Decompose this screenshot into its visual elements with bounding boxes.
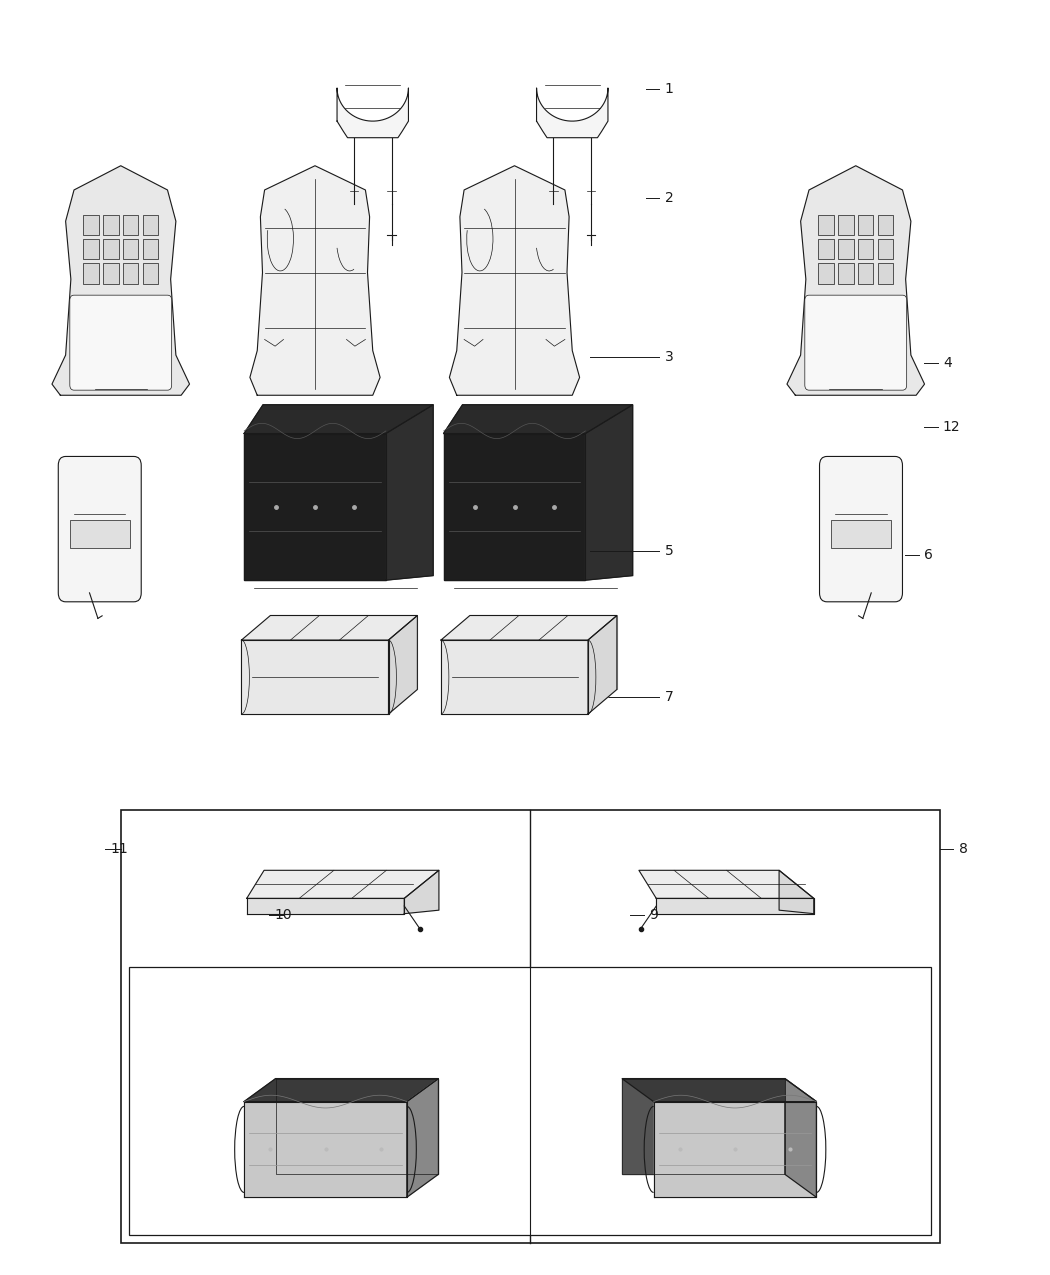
Bar (878, 214, 892, 235)
Bar (123, 240, 139, 260)
Bar (103, 264, 119, 284)
Bar (84, 264, 99, 284)
Polygon shape (271, 616, 418, 690)
Polygon shape (449, 166, 580, 395)
Polygon shape (242, 640, 388, 714)
Bar (819, 264, 834, 284)
Bar (878, 264, 892, 284)
Text: 6: 6 (924, 548, 932, 561)
Bar (143, 214, 158, 235)
Bar (103, 214, 119, 235)
Polygon shape (788, 166, 924, 395)
Bar (121, 810, 940, 1243)
Polygon shape (653, 1102, 817, 1197)
Text: 10: 10 (274, 909, 292, 922)
Polygon shape (407, 1079, 439, 1197)
Text: 11: 11 (110, 843, 128, 856)
FancyBboxPatch shape (59, 456, 141, 602)
Polygon shape (247, 899, 404, 914)
Polygon shape (247, 871, 439, 899)
Text: 9: 9 (649, 909, 657, 922)
Bar (858, 240, 874, 260)
Bar (123, 264, 139, 284)
Bar (103, 240, 119, 260)
Polygon shape (388, 616, 418, 714)
Polygon shape (622, 1079, 784, 1174)
FancyBboxPatch shape (819, 456, 902, 602)
Polygon shape (443, 434, 586, 580)
Polygon shape (441, 640, 588, 714)
Polygon shape (779, 871, 814, 914)
Text: 4: 4 (943, 357, 951, 370)
Bar (129, 966, 931, 1235)
Polygon shape (250, 166, 380, 395)
Bar (143, 240, 158, 260)
FancyBboxPatch shape (804, 296, 906, 390)
Bar (143, 264, 158, 284)
Bar (878, 240, 892, 260)
Bar (819, 240, 834, 260)
Bar (123, 214, 139, 235)
Bar (69, 520, 130, 548)
FancyBboxPatch shape (69, 296, 172, 390)
Bar (819, 214, 834, 235)
Polygon shape (275, 1079, 439, 1174)
Bar (858, 214, 874, 235)
Text: 3: 3 (665, 351, 673, 363)
Polygon shape (443, 405, 632, 434)
Bar (838, 214, 854, 235)
Polygon shape (470, 616, 617, 690)
Text: 8: 8 (959, 843, 967, 856)
Polygon shape (244, 1102, 407, 1197)
Polygon shape (784, 1079, 817, 1197)
Polygon shape (638, 871, 814, 899)
Bar (838, 264, 854, 284)
Text: 5: 5 (665, 544, 673, 557)
Bar (858, 264, 874, 284)
Polygon shape (404, 871, 439, 914)
Polygon shape (337, 88, 408, 138)
Polygon shape (386, 405, 433, 580)
Polygon shape (622, 1079, 817, 1102)
Bar (838, 240, 854, 260)
Bar (84, 214, 99, 235)
Bar (832, 520, 890, 548)
Polygon shape (441, 616, 617, 640)
Polygon shape (588, 616, 617, 714)
Polygon shape (244, 1079, 439, 1102)
Text: 12: 12 (943, 421, 961, 434)
Polygon shape (244, 405, 433, 434)
Polygon shape (52, 166, 189, 395)
Polygon shape (242, 616, 418, 640)
Text: 7: 7 (665, 691, 673, 704)
Polygon shape (537, 88, 608, 138)
Text: 2: 2 (665, 191, 673, 204)
Polygon shape (656, 899, 814, 914)
Bar (84, 240, 99, 260)
Polygon shape (586, 405, 632, 580)
Text: 1: 1 (665, 83, 673, 96)
Polygon shape (244, 434, 386, 580)
